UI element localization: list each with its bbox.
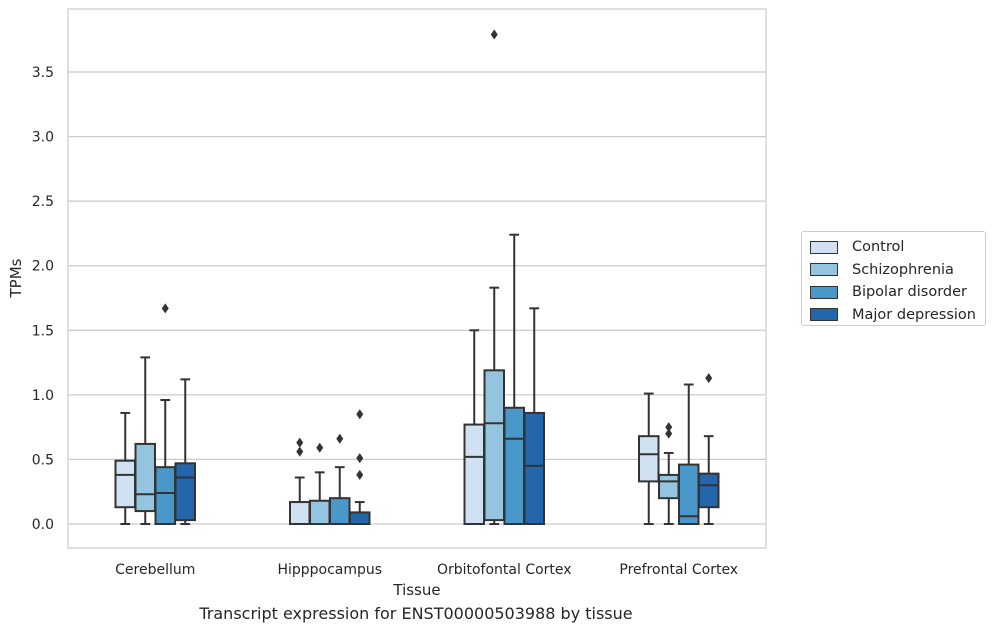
y-tick-labels: 0.0 0.5 1.0 1.5 2.0 2.5 3.0 3.5 [32, 65, 54, 533]
box-bipolar-disorder [678, 383, 700, 526]
box-control [638, 392, 660, 525]
box-control [463, 329, 485, 525]
legend-item-control: Control [810, 236, 979, 259]
legend-swatch-control [810, 240, 838, 254]
box-major-depression [523, 307, 545, 525]
y-tick-label: 1.0 [32, 388, 54, 404]
legend-label: Major depression [852, 306, 976, 323]
box-schizophrenia [483, 29, 505, 525]
box-major-depression [698, 373, 720, 525]
y-tick-label: 3.0 [32, 130, 54, 146]
box-body [523, 411, 545, 525]
outlier-point [665, 428, 673, 439]
box-body [289, 501, 311, 526]
legend-item-schizophrenia: Schizophrenia [810, 259, 979, 282]
y-tick-label: 0.0 [32, 517, 54, 533]
box-body [134, 442, 156, 513]
box-schizophrenia [658, 422, 680, 525]
x-tick-labels: Cerebellum Hipppocampus Orbitofontal Corte… [115, 562, 738, 578]
box-body [678, 463, 700, 526]
outlier-point [705, 373, 713, 384]
box-major-depression [174, 378, 196, 525]
legend-item-major-depression: Major depression [810, 304, 979, 327]
y-tick-label: 2.0 [32, 259, 54, 275]
box-bipolar-disorder [329, 433, 351, 525]
legend: Control Schizophrenia Bipolar disorder M… [801, 231, 986, 326]
legend-swatch-bipolar-disorder [810, 285, 838, 299]
boxes [114, 29, 720, 526]
outlier-point [316, 442, 324, 453]
outlier-point [336, 433, 344, 444]
box-body [349, 511, 371, 525]
x-tick-label: Orbitofontal Cortex [437, 562, 572, 578]
box-body [154, 466, 176, 526]
legend-label: Control [852, 239, 905, 256]
legend-swatch-major-depression [810, 308, 838, 322]
y-tick-label: 2.5 [32, 194, 54, 210]
x-tick-label: Hipppocampus [277, 562, 382, 578]
x-tick-label: Cerebellum [115, 562, 195, 578]
box-body [329, 497, 351, 525]
y-tick-label: 3.5 [32, 65, 54, 81]
x-tick-label: Prefrontal Cortex [619, 562, 738, 578]
legend-swatch-schizophrenia [810, 263, 838, 277]
box-control [114, 411, 136, 525]
outlier-point [296, 446, 304, 457]
outlier-point [161, 303, 169, 314]
outlier-point [356, 409, 364, 420]
outlier-point [356, 453, 364, 464]
box-body [114, 459, 136, 509]
box-bipolar-disorder [154, 303, 176, 526]
box-body [463, 423, 485, 525]
box-bipolar-disorder [503, 233, 525, 525]
box-body [698, 472, 720, 509]
outlier-point [356, 469, 364, 480]
box-body [174, 462, 196, 522]
box-major-depression [349, 409, 371, 525]
legend-item-bipolar-disorder: Bipolar disorder [810, 281, 979, 304]
outlier-point [490, 29, 498, 40]
outlier-point [665, 422, 673, 433]
box-body [503, 406, 525, 525]
box-body [483, 369, 505, 522]
legend-label: Schizophrenia [852, 261, 954, 278]
chart-caption: Transcript expression for ENST0000050398… [199, 604, 633, 623]
box-schizophrenia [134, 356, 156, 525]
box-control [289, 437, 311, 526]
gridlines [68, 71, 766, 525]
box-body [638, 435, 660, 483]
plot-frame [67, 8, 767, 549]
legend-label: Bipolar disorder [852, 284, 967, 301]
y-axis-label: TPMs [7, 258, 25, 298]
y-tick-label: 1.5 [32, 323, 54, 339]
x-axis-label: Tissue [392, 581, 440, 599]
box-body [658, 473, 680, 500]
box-body [309, 499, 331, 525]
y-tick-label: 0.5 [32, 452, 54, 468]
box-schizophrenia [309, 442, 331, 525]
outlier-point [296, 437, 304, 448]
